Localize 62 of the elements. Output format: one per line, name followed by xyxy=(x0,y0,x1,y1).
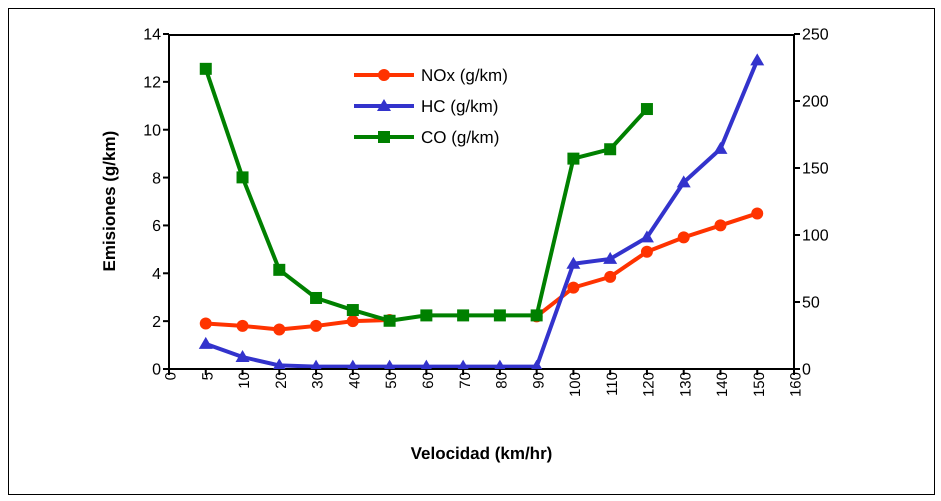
x-tick-label: 90 xyxy=(530,372,548,389)
point xyxy=(604,270,616,283)
point xyxy=(713,142,728,154)
x-tick-label: 70 xyxy=(456,372,474,389)
x-tick-label: 30 xyxy=(310,372,327,389)
point xyxy=(751,207,764,220)
x-tick-label: 130 xyxy=(677,372,694,398)
x-tick-label: 20 xyxy=(272,372,290,389)
y2-tick-label: 50 xyxy=(802,294,820,312)
point xyxy=(604,143,616,156)
point xyxy=(310,292,322,304)
x-tick-label: 110 xyxy=(604,372,621,396)
y-tick-label: 8 xyxy=(152,170,162,188)
y-tick-label: 14 xyxy=(143,26,162,44)
legend-label: CO (g/km) xyxy=(421,128,500,147)
point xyxy=(236,350,250,362)
point xyxy=(750,53,764,66)
x-tick-label: 60 xyxy=(420,372,438,389)
point xyxy=(273,264,286,276)
x-tick-label: 140 xyxy=(714,372,732,398)
point xyxy=(236,171,249,184)
point xyxy=(494,309,506,322)
point xyxy=(640,246,653,258)
point xyxy=(567,282,580,294)
x-axis-title: Velocidad (km/hr) xyxy=(410,444,552,463)
point xyxy=(200,62,212,75)
x-tick-label: 80 xyxy=(494,372,511,389)
y2-tick-label: 250 xyxy=(802,26,829,44)
y-tick-label: 6 xyxy=(152,218,162,236)
point xyxy=(603,252,618,264)
point xyxy=(678,231,690,244)
x-tick-label: 10 xyxy=(236,372,254,389)
y-tick-label: 10 xyxy=(143,122,162,140)
point xyxy=(420,309,432,322)
y-tick-label: 12 xyxy=(143,74,162,92)
y-tick-label: 4 xyxy=(152,266,162,283)
x-tick-label: 100 xyxy=(567,372,584,398)
point xyxy=(198,336,213,349)
point xyxy=(640,103,653,116)
x-tick-label: 5 xyxy=(199,372,216,380)
point xyxy=(567,152,580,165)
y-tick-label: 2 xyxy=(152,314,162,331)
point xyxy=(310,320,322,332)
point xyxy=(346,304,359,316)
point xyxy=(236,320,249,332)
x-tick-label: 40 xyxy=(346,372,364,389)
x-tick-label: 120 xyxy=(640,372,658,398)
point xyxy=(714,219,726,232)
legend-label: HC (g/km) xyxy=(421,97,498,116)
legend-label: NOx (g/km) xyxy=(421,66,508,85)
x-tick-label: 50 xyxy=(383,372,400,389)
point xyxy=(566,256,580,269)
x-tick-label: 150 xyxy=(750,372,768,398)
point xyxy=(200,318,212,330)
point xyxy=(676,175,691,188)
y2-tick-label: 100 xyxy=(802,228,829,245)
point xyxy=(346,315,359,328)
point xyxy=(273,324,286,336)
point xyxy=(457,309,470,322)
y2-tick-label: 150 xyxy=(802,160,829,178)
y-axis-title: Emisiones (g/km) xyxy=(100,130,120,272)
y2-tick-label: 200 xyxy=(802,94,829,111)
